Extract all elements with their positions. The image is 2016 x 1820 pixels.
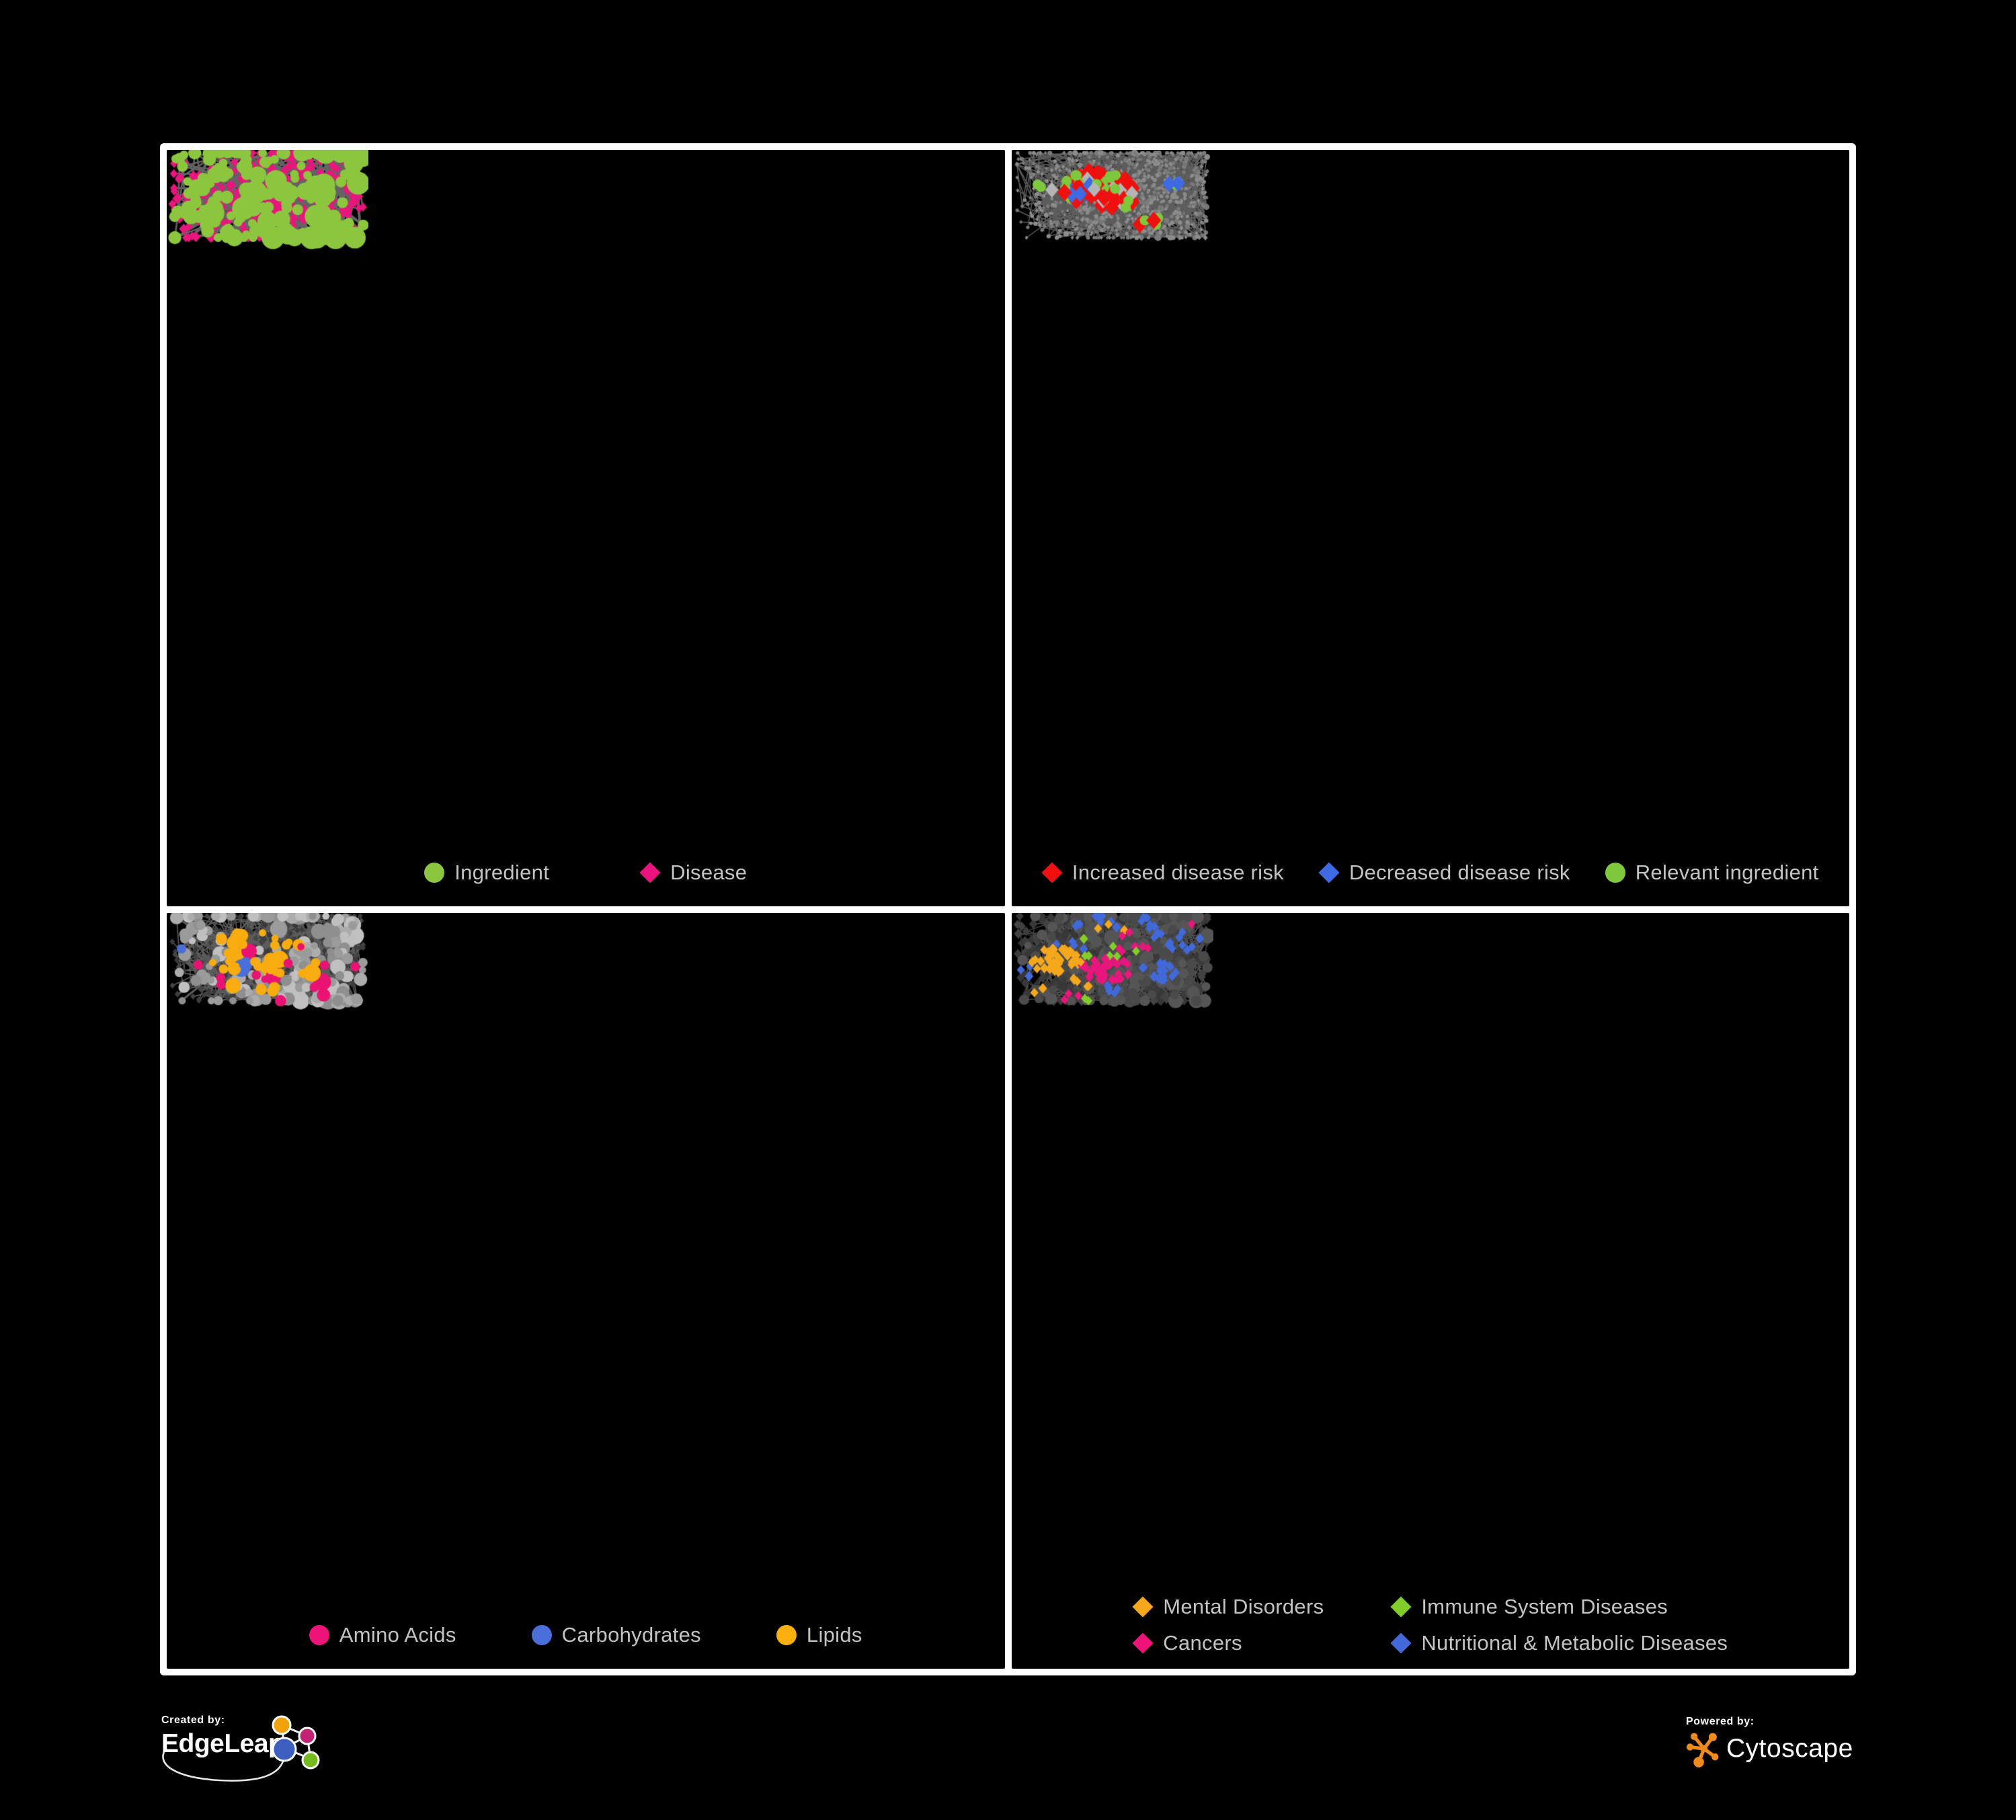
panel-ingredient-disease: Ingredient Disease — [167, 150, 1005, 906]
circle-marker-icon — [776, 1625, 797, 1645]
edgeleap-logo — [162, 1715, 320, 1782]
legend-item-decreased-disease-risk: Decreased disease risk — [1318, 860, 1570, 885]
edgeleap-wordmark: EdgeLeap — [161, 1729, 284, 1758]
legend-item-amino-acids: Amino Acids — [309, 1623, 456, 1647]
edgeleap-node-blue — [272, 1737, 297, 1762]
legend-item-carbohydrates: Carbohydrates — [531, 1623, 701, 1647]
created-by-label: Created by: — [161, 1714, 225, 1726]
legend-label: Disease — [670, 860, 748, 884]
legend-item-immune-system-diseases: Immune System Diseases — [1390, 1595, 1728, 1619]
legend-item-nutritional-metabolic-diseases: Nutritional & Metabolic Diseases — [1390, 1631, 1728, 1655]
diamond-marker-icon — [1390, 1596, 1412, 1618]
circle-marker-icon — [531, 1625, 552, 1645]
diamond-marker-icon — [1318, 861, 1340, 883]
panel-disease-classes: Mental Disorders Immune System Diseases Ca… — [1011, 912, 1850, 1669]
legend-label: Nutritional & Metabolic Diseases — [1421, 1631, 1728, 1655]
legend-item-relevant-ingredient: Relevant ingredient — [1605, 861, 1819, 885]
legend-label: Lipids — [806, 1623, 862, 1647]
legend-macronutrient-classes: Amino Acids Carbohydrates Lipids — [167, 1623, 1005, 1647]
circle-marker-icon — [1605, 862, 1625, 883]
cytoscape-wordmark: Cytoscape — [1726, 1734, 1853, 1763]
circle-marker-icon — [309, 1625, 329, 1645]
network-plot-ingredient-disease — [167, 150, 368, 251]
legend-item-lipids: Lipids — [776, 1623, 862, 1647]
legend-item-ingredient: Ingredient — [424, 861, 549, 885]
network-plot-disease-classes — [1011, 912, 1213, 1014]
network-plot-disease-risk — [1011, 150, 1213, 251]
edgeleap-node-orange — [272, 1715, 292, 1735]
diamond-marker-icon — [639, 861, 661, 883]
legend-ingredient-disease: Ingredient Disease — [167, 861, 1005, 885]
legend-label: Ingredient — [454, 860, 550, 884]
legend-label: Mental Disorders — [1163, 1595, 1324, 1618]
circle-marker-icon — [424, 862, 445, 883]
legend-item-mental-disorders: Mental Disorders — [1132, 1595, 1324, 1619]
created-by-block: Created by: EdgeLeap — [161, 1714, 511, 1815]
legend-item-cancers: Cancers — [1132, 1631, 1324, 1655]
legend-item-disease: Disease — [639, 860, 748, 885]
diamond-marker-icon — [1132, 1632, 1154, 1654]
powered-by-label: Powered by: — [1686, 1716, 1755, 1727]
powered-by-block: Powered by: Cytosc — [1686, 1716, 1901, 1796]
legend-disease-risk: Increased disease risk Decreased disease … — [1012, 861, 1850, 885]
legend-disease-classes: Mental Disorders Immune System Diseases Ca… — [1012, 1595, 1850, 1655]
legend-item-increased-disease-risk: Increased disease risk — [1041, 860, 1284, 885]
panel-macronutrient-classes: Amino Acids Carbohydrates Lipids — [167, 912, 1005, 1669]
edgeleap-node-green — [301, 1751, 320, 1770]
diamond-marker-icon — [1390, 1632, 1412, 1654]
diamond-marker-icon — [1132, 1596, 1154, 1618]
legend-label: Amino Acids — [339, 1623, 456, 1647]
cytoscape-logo-icon — [1686, 1733, 1719, 1768]
panel-disease-risk: Increased disease risk Decreased disease … — [1011, 150, 1850, 906]
diamond-marker-icon — [1041, 861, 1063, 883]
legend-label: Immune System Diseases — [1421, 1595, 1668, 1618]
edgeleap-node-magenta — [298, 1727, 317, 1745]
legend-label: Cancers — [1163, 1631, 1242, 1655]
legend-label: Carbohydrates — [561, 1623, 701, 1647]
edgeleap-swoosh — [162, 1748, 284, 1782]
legend-label: Increased disease risk — [1072, 860, 1284, 884]
panel-grid: Ingredient Disease Increased disease risk… — [160, 143, 1856, 1675]
legend-label: Decreased disease risk — [1348, 860, 1570, 884]
network-plot-macronutrient-classes — [167, 912, 368, 1014]
legend-label: Relevant ingredient — [1635, 860, 1819, 884]
